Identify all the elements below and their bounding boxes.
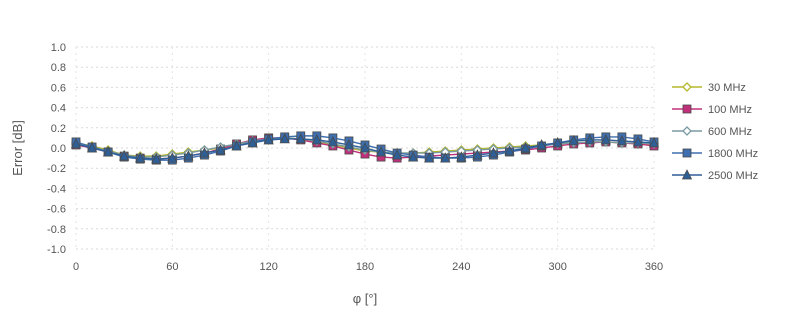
data-point <box>504 145 515 156</box>
y-tick-label: -0.4 <box>47 183 66 195</box>
legend-marker <box>682 82 692 92</box>
legend-item: 100 MHz <box>672 104 752 116</box>
y-tick-label: 0.4 <box>51 103 66 115</box>
data-point <box>536 139 547 150</box>
legend-marker <box>682 126 692 136</box>
y-tick-label: 0.6 <box>51 82 66 94</box>
data-point <box>263 134 274 145</box>
axes: 1.0 0.8 0.6 0.4 0.2 0.0 -0.2 -0.4 -0.6 -0.8 -1.0 0 6… <box>47 42 663 273</box>
legend-label: 600 MHz <box>708 126 752 138</box>
data-point <box>231 140 242 151</box>
legend-marker <box>682 148 692 158</box>
data-point <box>456 151 467 162</box>
x-tick-label: 300 <box>548 261 566 273</box>
y-tick-label: -0.2 <box>47 163 66 175</box>
data-point <box>102 146 114 157</box>
data-point <box>408 151 419 162</box>
legend-label: 2500 MHz <box>708 170 758 182</box>
data-point <box>135 152 146 163</box>
data-point <box>584 134 595 145</box>
data-point <box>247 137 258 148</box>
legend-label: 30 MHz <box>708 82 746 94</box>
data-point <box>70 138 82 149</box>
data-point <box>295 133 306 144</box>
data-point <box>568 135 579 146</box>
data-point <box>616 135 628 146</box>
data-point <box>391 149 403 160</box>
data-point <box>215 144 226 155</box>
legend-marker <box>681 169 693 180</box>
data-point <box>632 136 644 147</box>
series-2500-mhz <box>70 133 660 164</box>
x-tick-label: 60 <box>166 261 178 273</box>
legend-label: 100 MHz <box>708 104 752 116</box>
x-tick-label: 120 <box>259 261 277 273</box>
x-tick-label: 0 <box>73 261 79 273</box>
x-axis-label: φ [°] <box>353 291 377 306</box>
y-tick-label: 0.2 <box>51 123 66 135</box>
y-tick-label: 1.0 <box>51 42 66 54</box>
data-point <box>151 153 162 164</box>
data-point <box>183 150 194 161</box>
data-point <box>520 142 531 153</box>
data-point <box>167 152 178 163</box>
data-point <box>199 147 210 158</box>
data-point <box>311 134 322 145</box>
data-point <box>375 146 387 157</box>
legend-label: 1800 MHz <box>708 148 758 160</box>
legend-item: 600 MHz <box>672 126 752 138</box>
data-point <box>440 152 451 163</box>
data-point <box>424 152 435 163</box>
x-tick-label: 240 <box>452 261 470 273</box>
data-point <box>648 137 660 148</box>
x-tick-label: 360 <box>645 261 663 273</box>
y-tick-label: -0.8 <box>47 224 66 236</box>
x-tick-label: 180 <box>356 261 374 273</box>
y-axis-label: Error [dB] <box>10 120 25 176</box>
y-tick-label: -1.0 <box>47 244 66 256</box>
y-tick-label: 0.8 <box>51 62 66 74</box>
series-layer <box>70 131 660 165</box>
legend: 30 MHz 100 MHz 600 MHz 1800 MHz 2500 MHz <box>672 82 758 182</box>
legend-item: 30 MHz <box>672 82 746 94</box>
data-point <box>279 133 290 144</box>
grid <box>75 46 655 250</box>
legend-marker <box>682 104 692 114</box>
legend-item: 1800 MHz <box>672 148 758 160</box>
y-tick-label: 0.0 <box>51 143 66 155</box>
data-point <box>343 139 355 150</box>
data-point <box>552 137 563 148</box>
data-point <box>86 142 98 153</box>
data-point <box>472 149 483 160</box>
data-point <box>327 136 339 147</box>
data-point <box>488 147 499 158</box>
data-point <box>359 142 371 153</box>
data-point <box>600 134 611 145</box>
data-point <box>119 150 130 161</box>
y-tick-label: -0.6 <box>47 204 66 216</box>
legend-item: 2500 MHz <box>672 169 758 182</box>
